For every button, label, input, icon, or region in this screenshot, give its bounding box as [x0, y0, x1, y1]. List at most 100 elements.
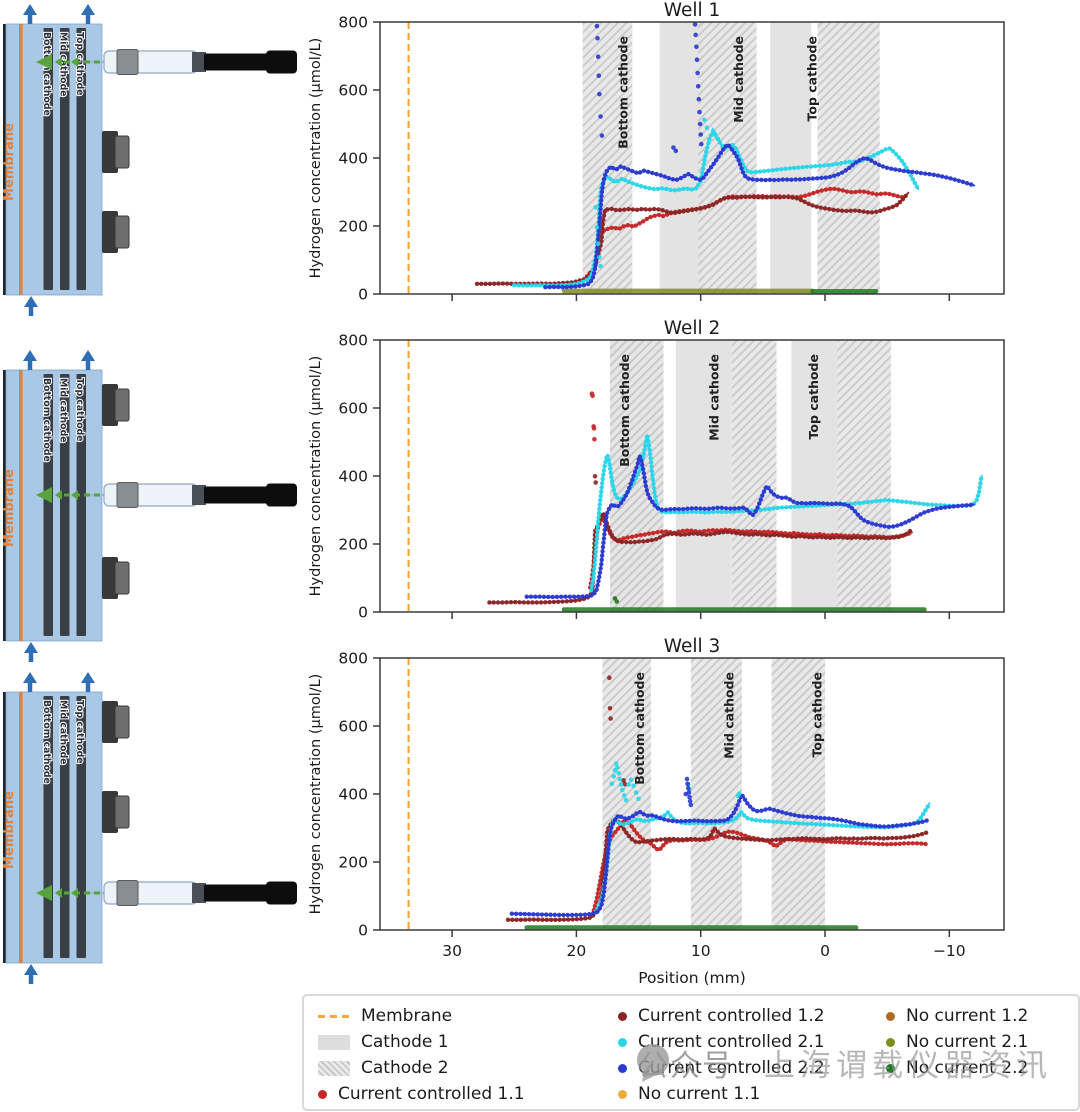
cathode-bar: [60, 28, 70, 290]
series-current-controlled-2-2: [524, 448, 977, 600]
band-label: Bottom cathode: [632, 672, 647, 785]
side-port: [102, 131, 130, 173]
band-label: Top cathode: [805, 36, 820, 122]
x-tick-label: 30: [442, 942, 462, 960]
outlier-points: [683, 776, 694, 808]
series-current-controlled-2-1: [589, 433, 984, 593]
y-axis-label: Hydrogen concentration (μmol/L): [308, 356, 324, 597]
legend-label: Current controlled 2.1: [638, 1032, 825, 1052]
probe-neck: [192, 883, 206, 903]
chart-title: Well 3: [664, 636, 721, 657]
legend-dot-swatch: [318, 1089, 327, 1099]
membrane-label: Membrane: [2, 123, 17, 201]
cathode-band-solid: [659, 22, 704, 294]
cathode-band-hatch: [698, 22, 757, 294]
flow-arrow-up: [23, 672, 37, 692]
band-label: Mid cathode: [706, 354, 721, 441]
outlier-points: [612, 596, 620, 604]
flow-arrow-up: [81, 672, 95, 692]
probe-collar: [116, 49, 139, 75]
y-tick-label: 600: [338, 400, 368, 418]
x-tick-label: 20: [567, 942, 587, 960]
legend-label: Current controlled 1.1: [338, 1084, 525, 1104]
vessel-left-wall: [3, 692, 7, 963]
band-label: Mid cathode: [721, 672, 736, 759]
probe-body: [204, 53, 270, 71]
legend-item: Cathode 2: [318, 1055, 618, 1081]
legend-item: No current 1.2: [886, 1003, 1078, 1029]
hydrogen-probe: [88, 49, 297, 75]
membrane-stripe: [19, 24, 23, 295]
side-port: [102, 384, 130, 426]
y-tick-label: 0: [358, 286, 368, 304]
legend-label: Cathode 2: [361, 1058, 449, 1078]
well-2-schematic: Membrane Bottom cathode Mid cathode Top cat…: [2, 350, 297, 662]
y-tick-label: 400: [338, 468, 368, 486]
legend-dash-swatch: [318, 1014, 350, 1018]
y-tick-label: 400: [338, 786, 368, 804]
cathode-bar: [60, 374, 70, 636]
y-axis-label: Hydrogen concentration (μmol/L): [308, 38, 324, 279]
legend-dot-swatch: [618, 1011, 627, 1021]
y-tick-label: 600: [338, 82, 368, 100]
legend-dot-swatch: [886, 1011, 895, 1021]
chart-legend: Membrane Cathode 1 Cathode 2 Current contro…: [302, 994, 1080, 1111]
cathode-band-hatch: [837, 340, 891, 612]
legend-solid-patch-swatch: [318, 1034, 350, 1050]
legend-dot-swatch: [618, 1063, 627, 1073]
y-tick-label: 200: [338, 536, 368, 554]
probe-cap: [266, 881, 297, 905]
cathode-bar-label: Top cathode: [74, 700, 85, 764]
legend-item: Current controlled 1.1: [318, 1081, 618, 1107]
legend-label: No current 1.1: [638, 1084, 761, 1104]
diffusion-arrow-left: [36, 487, 100, 503]
legend-label: Membrane: [361, 1006, 453, 1026]
well-2-chart: Bottom cathode Mid cathode Top cathode 0 200…: [308, 318, 1005, 622]
legend-label: Current controlled 2.2: [638, 1058, 825, 1078]
diffusion-arrow-left: [36, 54, 100, 70]
cathode-band-hatch: [771, 658, 826, 930]
probe-cap: [266, 50, 297, 74]
cathode-bar-label: Bottom cathode: [41, 32, 52, 116]
cathode-band-hatch: [731, 340, 777, 612]
x-tick-label: 0: [820, 942, 830, 960]
y-tick-label: 200: [338, 218, 368, 236]
chart-title: Well 1: [664, 0, 721, 21]
cathode-bar-label: Mid cathode: [58, 32, 69, 97]
outlier-points: [589, 391, 597, 442]
flow-arrow-up: [23, 350, 37, 370]
legend-dot-swatch: [886, 1037, 895, 1047]
cathode-band-solid: [791, 340, 838, 612]
probe-collar: [116, 482, 139, 508]
band-label: Top cathode: [806, 354, 821, 440]
flow-arrow-up: [81, 4, 95, 24]
hydrogen-probe: [88, 880, 297, 906]
series-current-controlled-2-2: [509, 790, 930, 918]
series-current-controlled-2-2: [543, 141, 977, 290]
outlier-points: [593, 117, 721, 269]
well-1-schematic: Membrane Bottom cathode Mid cathode Top cat…: [2, 4, 297, 316]
probe-body: [204, 486, 270, 504]
legend-label: Current controlled 1.2: [638, 1006, 825, 1026]
legend-item: No current 2.1: [886, 1029, 1078, 1055]
legend-item: Cathode 1: [318, 1029, 618, 1055]
cathode-band-hatch: [690, 658, 742, 930]
cathode-bar-label: Bottom cathode: [41, 378, 52, 462]
legend-hatch-patch-swatch: [318, 1060, 350, 1076]
x-axis-label: Position (mm): [638, 969, 746, 987]
series-current-controlled-1-1: [591, 816, 928, 913]
y-tick-label: 200: [338, 854, 368, 872]
cathode-bar-label: Top cathode: [74, 378, 85, 442]
probe-neck: [192, 52, 206, 72]
membrane-stripe: [19, 370, 23, 641]
cathode-band-hatch: [582, 22, 633, 294]
well-1-chart: Bottom cathode Mid cathode Top cathode 0 200…: [308, 0, 1005, 304]
flow-arrow-up: [24, 296, 38, 316]
cathode-bar-label: Top cathode: [74, 32, 85, 96]
cathode-bar: [76, 28, 86, 290]
y-tick-label: 600: [338, 718, 368, 736]
hydrogen-probe: [88, 482, 297, 508]
legend-item: No current 2.2: [886, 1055, 1078, 1081]
probe-cap: [266, 483, 297, 507]
